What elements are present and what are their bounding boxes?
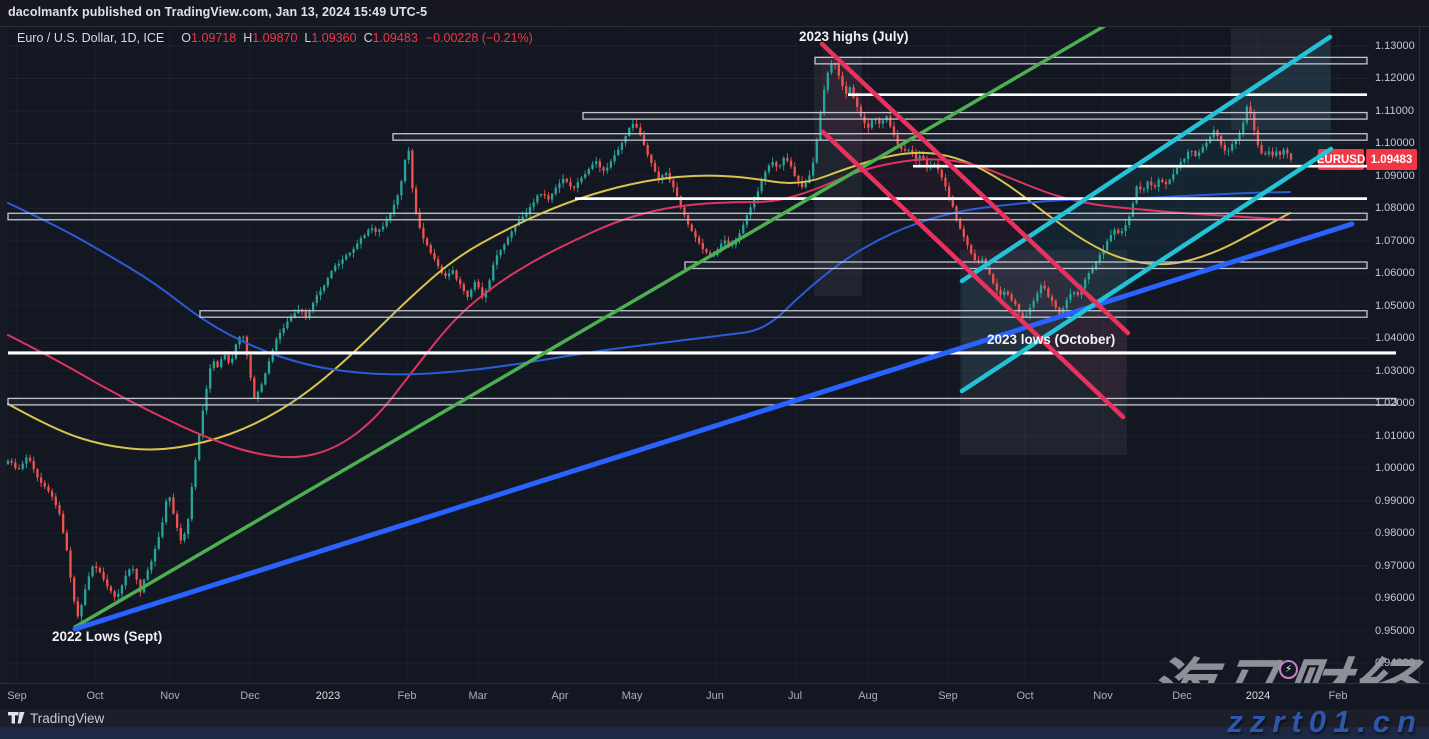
price-axis-label: 0.97000 <box>1375 559 1415 572</box>
price-tag-symbol: EURUSD <box>1317 149 1365 170</box>
price-axis-border <box>1419 26 1420 683</box>
price-axis-label: 1.00000 <box>1375 462 1415 475</box>
time-axis-month-label: Nov <box>160 690 180 702</box>
sr-zone <box>814 56 1368 65</box>
uptrend-blue <box>72 221 1355 632</box>
chart-annotation: 2022 Lows (Sept) <box>52 629 163 644</box>
price-axis-label: 1.07000 <box>1375 234 1415 247</box>
tradingview-brand[interactable]: TradingView <box>30 711 105 726</box>
time-axis[interactable]: Sep Oct Nov Dec 2023 Feb Mar Apr May Jun Jul Aug Sep… <box>0 683 1429 711</box>
pink-channel-lower <box>820 129 1126 420</box>
price-axis-label: 1.05000 <box>1375 299 1415 312</box>
price-axis-label: 1.10000 <box>1375 137 1415 150</box>
sr-zone <box>684 261 1368 270</box>
time-axis-month-label: Sep <box>938 690 958 702</box>
price-axis-label: 1.06000 <box>1375 267 1415 280</box>
price-axis-label: 1.02000 <box>1375 397 1415 410</box>
price-tag-value: 1.09483 <box>1366 149 1417 170</box>
sr-zone <box>199 310 1368 318</box>
time-axis-month-label: Feb <box>1328 690 1348 702</box>
footer-bar: TradingView <box>0 710 1429 727</box>
price-axis-label: 0.96000 <box>1375 592 1415 605</box>
cyan-channel-fill <box>962 37 1331 391</box>
published-bar: dacolmanfx published on TradingView.com,… <box>0 0 1429 27</box>
time-axis-month-label: Apr <box>551 690 569 702</box>
ma-crimson <box>7 158 1291 459</box>
symbol-title: Euro / U.S. Dollar, 1D, ICE <box>17 31 165 45</box>
sr-zone <box>7 397 1397 406</box>
ohlc-key: O <box>181 31 192 45</box>
ohlc-value: 1.09483 <box>372 31 418 45</box>
price-axis[interactable]: 1.13000 1.12000 1.11000 1.10000 1.09000 1.080… <box>1370 26 1429 683</box>
watermark-lightning-icon: ⚡ <box>1279 660 1298 679</box>
change-value: −0.00228 (−0.21%) <box>425 31 533 45</box>
time-axis-month-label: Aug <box>858 690 878 702</box>
cyan-channel-lower <box>959 146 1334 394</box>
price-axis-label: 1.12000 <box>1375 72 1415 85</box>
published-line: dacolmanfx published on TradingView.com,… <box>8 5 428 19</box>
time-axis-month-label: Dec <box>240 690 260 702</box>
sr-zone <box>7 212 1368 221</box>
time-axis-month-label: Oct <box>1016 690 1034 702</box>
ohlc-value: 1.09360 <box>311 31 357 45</box>
watermark-site-url: zzrt01.cn <box>1227 704 1423 739</box>
price-axis-label: 0.94000 <box>1375 657 1415 670</box>
uptrend-green <box>73 12 1127 629</box>
price-axis-label: 1.08000 <box>1375 202 1415 215</box>
tradingview-logo-icon[interactable] <box>8 712 28 726</box>
price-axis-label: 1.03000 <box>1375 364 1415 377</box>
price-axis-label: 1.11000 <box>1375 104 1414 117</box>
time-axis-month-label: May <box>621 690 643 702</box>
ohlc-key: C <box>363 31 373 45</box>
pink-channel-upper <box>819 41 1131 336</box>
bottom-blue-strip <box>0 727 1429 739</box>
time-axis-year-label: 2024 <box>1245 690 1271 702</box>
ohlc-key: H <box>243 31 253 45</box>
time-axis-year-label: 2023 <box>315 690 341 702</box>
price-axis-label: 0.95000 <box>1375 624 1415 637</box>
time-axis-month-label: Oct <box>86 690 104 702</box>
ohlc-value: 1.09718 <box>191 31 237 45</box>
price-axis-label: 1.09000 <box>1375 169 1415 182</box>
time-axis-month-label: Jul <box>787 690 803 702</box>
ohlc-key: L <box>304 31 312 45</box>
symbol-legend[interactable]: Euro / U.S. Dollar, 1D, ICE O1.09718 H1.09… <box>17 31 533 47</box>
time-axis-month-label: Feb <box>397 690 417 702</box>
time-axis-month-label: Nov <box>1093 690 1113 702</box>
ohlc-value: 1.09870 <box>252 31 298 45</box>
price-axis-label: 0.98000 <box>1375 527 1415 540</box>
time-axis-month-label: Mar <box>468 690 488 702</box>
cyan-channel-upper <box>959 34 1333 284</box>
ohlc-values: O1.09718 H1.09870 L1.09360 C1.09483 <box>174 31 418 45</box>
price-axis-label: 1.01000 <box>1375 429 1415 442</box>
time-axis-month-label: Jun <box>706 690 724 702</box>
chart-annotation: 2023 lows (October) <box>987 332 1116 347</box>
time-axis-month-label: Dec <box>1172 690 1192 702</box>
ma-yellow <box>7 151 1291 451</box>
price-axis-label: 1.13000 <box>1375 40 1415 52</box>
chart-annotation: 2023 highs (July) <box>799 29 909 44</box>
price-axis-label: 0.99000 <box>1375 494 1415 507</box>
sr-zone <box>392 133 1368 141</box>
price-axis-label: 1.04000 <box>1375 332 1415 345</box>
sr-zone <box>582 111 1368 120</box>
time-axis-month-label: Sep <box>7 690 27 702</box>
